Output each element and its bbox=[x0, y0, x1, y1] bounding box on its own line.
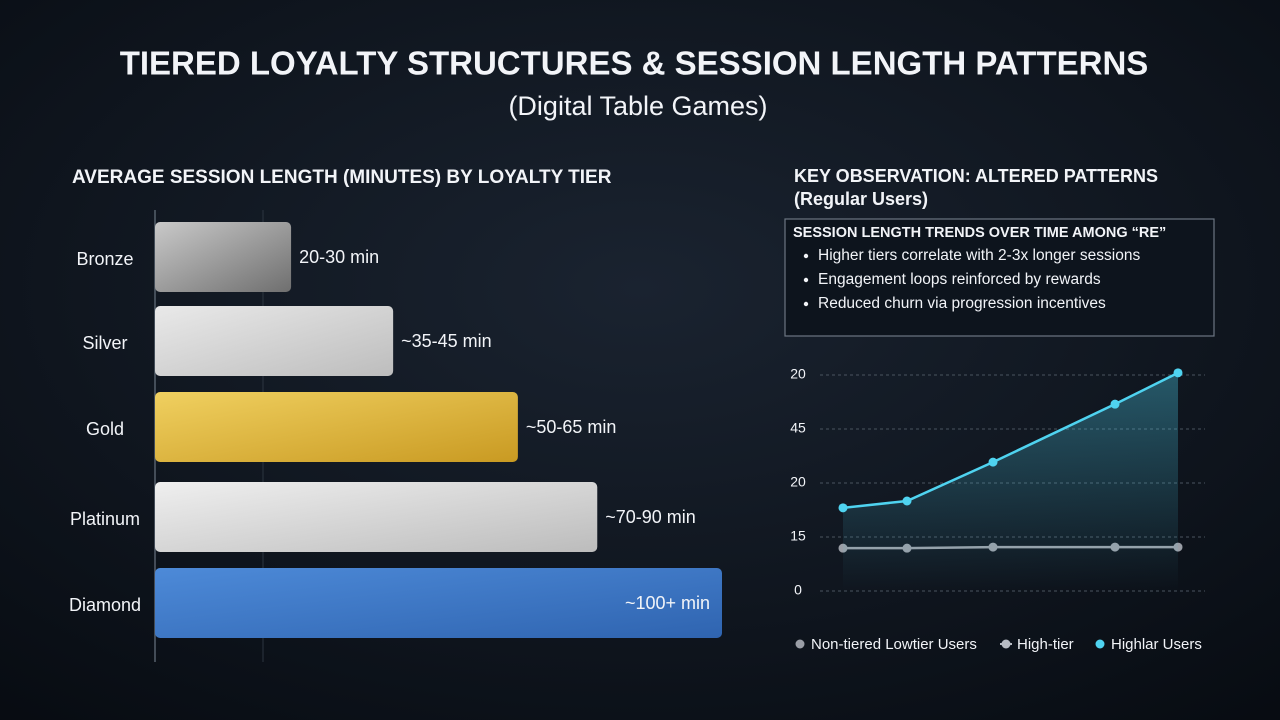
observation-heading: SESSION LENGTH TRENDS OVER TIME AMONG “R… bbox=[793, 225, 1166, 241]
legend-marker bbox=[795, 639, 805, 649]
value-label: 20-30 min bbox=[299, 247, 379, 267]
point bbox=[838, 503, 848, 513]
bullet-text: Higher tiers correlate with 2-3x longer … bbox=[818, 247, 1140, 264]
legend-label: Highlar Users bbox=[1111, 636, 1202, 653]
bar bbox=[155, 222, 292, 292]
y-tick-label: 45 bbox=[790, 420, 806, 436]
observation-box bbox=[784, 218, 1215, 337]
value-label: ~70-90 min bbox=[605, 507, 696, 527]
y-tick-label: 15 bbox=[790, 528, 806, 544]
value-label: ~50-65 min bbox=[526, 417, 617, 437]
bar-chart-title: AVERAGE SESSION LENGTH (MINUTES) BY LOYA… bbox=[72, 167, 612, 188]
y-tick-label: 20 bbox=[790, 366, 806, 382]
value-label: ~35-45 min bbox=[401, 331, 492, 351]
page-subtitle: (Digital Table Games) bbox=[508, 91, 767, 121]
observation-title: KEY OBSERVATION: ALTERED PATTERNS bbox=[794, 166, 1158, 186]
legend-marker bbox=[1095, 639, 1105, 649]
bar bbox=[155, 482, 598, 552]
observation-subtitle: (Regular Users) bbox=[794, 189, 928, 209]
category-label: Gold bbox=[86, 419, 124, 439]
y-tick-label: 0 bbox=[794, 582, 802, 598]
category-label: Silver bbox=[82, 333, 127, 353]
legend-label: High-tier bbox=[1017, 636, 1074, 653]
legend-marker bbox=[1001, 639, 1011, 649]
legend-label: Non-tiered Lowtier Users bbox=[811, 636, 977, 653]
bullet-dot bbox=[803, 277, 809, 283]
area bbox=[843, 372, 1178, 591]
category-label: Platinum bbox=[70, 509, 140, 529]
bullet-dot bbox=[803, 301, 809, 307]
point bbox=[1110, 399, 1120, 409]
point bbox=[1173, 368, 1183, 378]
bullet-text: Engagement loops reinforced by rewards bbox=[818, 271, 1101, 288]
bullet-dot bbox=[803, 253, 809, 259]
bar bbox=[155, 568, 722, 638]
bar bbox=[155, 306, 394, 376]
value-label: ~100+ min bbox=[625, 593, 710, 613]
bar bbox=[155, 392, 518, 462]
bullet-text: Reduced churn via progression incentives bbox=[818, 295, 1106, 312]
category-label: Bronze bbox=[76, 249, 133, 269]
point bbox=[902, 496, 912, 506]
page-title: TIERED LOYALTY STRUCTURES & SESSION LENG… bbox=[120, 45, 1149, 82]
point bbox=[988, 457, 998, 467]
y-tick-label: 20 bbox=[790, 474, 806, 490]
category-label: Diamond bbox=[69, 595, 141, 615]
